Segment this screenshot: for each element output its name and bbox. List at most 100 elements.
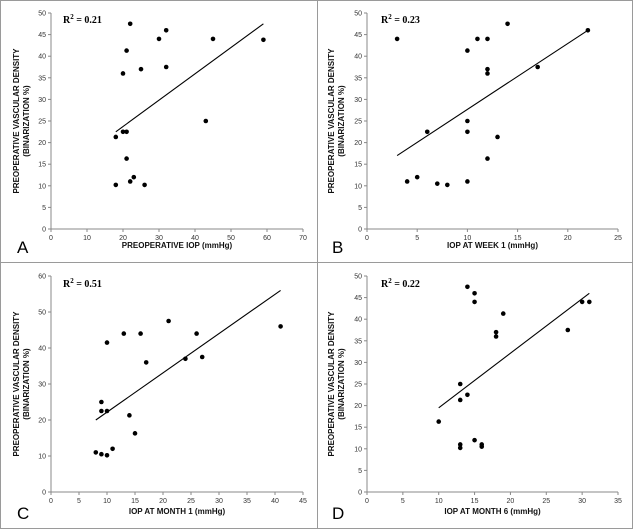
- x-tick-label: 30: [155, 235, 163, 242]
- data-point: [104, 408, 110, 414]
- y-tick-label: 25: [354, 382, 362, 389]
- data-point: [465, 284, 470, 290]
- data-point: [465, 129, 470, 135]
- chart-a: 0 5 10 15 20 25 30 35 40 45 50 0 10 20 30 40 50 60 70 PREOP…: [12, 11, 307, 258]
- y-tick-label: 50: [354, 11, 362, 18]
- x-tick-label: 25: [542, 498, 550, 505]
- x-tick-label: 10: [103, 498, 111, 505]
- y-tick-label: 10: [38, 454, 46, 461]
- data-point: [261, 37, 266, 43]
- x-tick-label: 20: [564, 235, 572, 242]
- y-tick-label: 0: [42, 227, 46, 234]
- data-point: [127, 413, 132, 418]
- data-point: [472, 299, 477, 305]
- data-point: [203, 118, 209, 124]
- data-point: [138, 66, 144, 72]
- data-point: [127, 21, 133, 27]
- r-squared-annotation: R2 = 0.22: [381, 277, 420, 290]
- y-tick-label: 0: [42, 490, 46, 497]
- y-tick-label: 20: [354, 403, 362, 410]
- data-point: [210, 36, 216, 42]
- data-point: [434, 181, 440, 186]
- data-point: [132, 431, 138, 436]
- data-point: [124, 156, 129, 161]
- data-point: [485, 66, 490, 72]
- data-point: [183, 356, 188, 362]
- x-tick-label: 30: [215, 498, 223, 505]
- data-point: [479, 444, 485, 449]
- data-point: [194, 331, 199, 336]
- x-tick-label: 20: [119, 235, 127, 242]
- x-axis-label: PREOPERATIVE IOP (mmHg): [122, 241, 233, 250]
- y-tick-label: 15: [354, 425, 362, 432]
- y-tick-label: 25: [354, 119, 362, 126]
- data-point: [465, 179, 470, 184]
- data-point: [99, 408, 104, 414]
- x-tick-label: 15: [131, 498, 139, 505]
- data-point: [493, 329, 499, 335]
- data-point: [113, 134, 119, 140]
- x-tick-label: 0: [49, 235, 53, 242]
- x-tick-label: 70: [299, 235, 307, 242]
- r-squared-annotation: R2 = 0.51: [63, 277, 102, 290]
- panel-letter: A: [17, 238, 29, 257]
- y-tick-label: 10: [354, 183, 362, 190]
- data-point: [585, 27, 591, 33]
- y-tick-label: 50: [354, 274, 362, 281]
- data-point: [143, 360, 149, 365]
- data-point: [138, 331, 143, 336]
- y-tick-label: 40: [354, 317, 362, 324]
- data-point: [472, 437, 477, 443]
- y-axis-label-line1: PREOPERATIVE VASCULAR DENSITY: [12, 311, 21, 457]
- x-tick-label: 15: [471, 498, 479, 505]
- x-tick-label: 10: [464, 235, 472, 242]
- x-tick-label: 45: [299, 498, 307, 505]
- y-tick-label: 20: [354, 140, 362, 147]
- y-tick-label: 20: [38, 140, 46, 147]
- y-tick-label: 0: [358, 227, 362, 234]
- x-tick-label: 15: [514, 235, 522, 242]
- panel-d: 0 5 10 15 20 25 30 35 40 45 50 0 5 10 15 20 25 30 35 IOP AT…: [317, 262, 633, 529]
- chart-b: 0 5 10 15 20 25 30 35 40 45 50 0 5 10 15 20 25 IOP AT WEE…: [327, 11, 622, 258]
- y-axis-label-line2: (BINARIZATION %): [337, 85, 346, 157]
- y-tick-label: 15: [38, 162, 46, 169]
- panel-letter: D: [332, 504, 344, 523]
- y-tick-label: 5: [42, 205, 46, 212]
- y-tick-label: 20: [38, 418, 46, 425]
- x-tick-label: 20: [507, 498, 515, 505]
- data-point: [404, 179, 410, 184]
- data-point: [156, 36, 162, 42]
- data-point: [457, 442, 463, 447]
- data-point: [500, 311, 506, 316]
- chart-d: 0 5 10 15 20 25 30 35 40 45 50 0 5 10 15 20 25 30 35 IOP AT…: [327, 274, 622, 524]
- y-tick-label: 40: [38, 54, 46, 61]
- data-point: [505, 21, 510, 27]
- x-tick-label: 60: [263, 235, 271, 242]
- y-tick-label: 40: [354, 54, 362, 61]
- x-tick-label: 35: [614, 498, 622, 505]
- panel-c: 0 10 20 30 40 50 60 0 5 10 15 20 25 30 35 40 45 IOP AT MO…: [0, 262, 318, 529]
- data-point: [465, 118, 470, 124]
- data-point: [142, 182, 147, 188]
- y-axis-label-line2: (BINARIZATION %): [22, 85, 31, 157]
- data-point: [163, 64, 169, 70]
- trendline: [95, 289, 281, 421]
- y-tick-label: 15: [354, 162, 362, 169]
- data-point: [535, 64, 540, 70]
- trendline: [438, 292, 590, 409]
- x-tick-label: 0: [49, 498, 53, 505]
- data-point: [495, 134, 500, 140]
- y-axis-label-line1: PREOPERATIVE VASCULAR DENSITY: [327, 48, 336, 194]
- y-tick-label: 50: [38, 310, 46, 317]
- y-tick-label: 30: [38, 382, 46, 389]
- y-tick-label: 40: [38, 346, 46, 353]
- y-tick-label: 30: [354, 360, 362, 367]
- x-tick-label: 10: [435, 498, 443, 505]
- x-axis-label: IOP AT MONTH 1 (mmHg): [129, 507, 226, 516]
- x-tick-label: 5: [401, 498, 405, 505]
- data-point: [436, 419, 442, 424]
- data-point: [472, 290, 477, 296]
- x-tick-label: 10: [83, 235, 91, 242]
- y-tick-label: 10: [354, 446, 362, 453]
- data-point: [457, 397, 463, 403]
